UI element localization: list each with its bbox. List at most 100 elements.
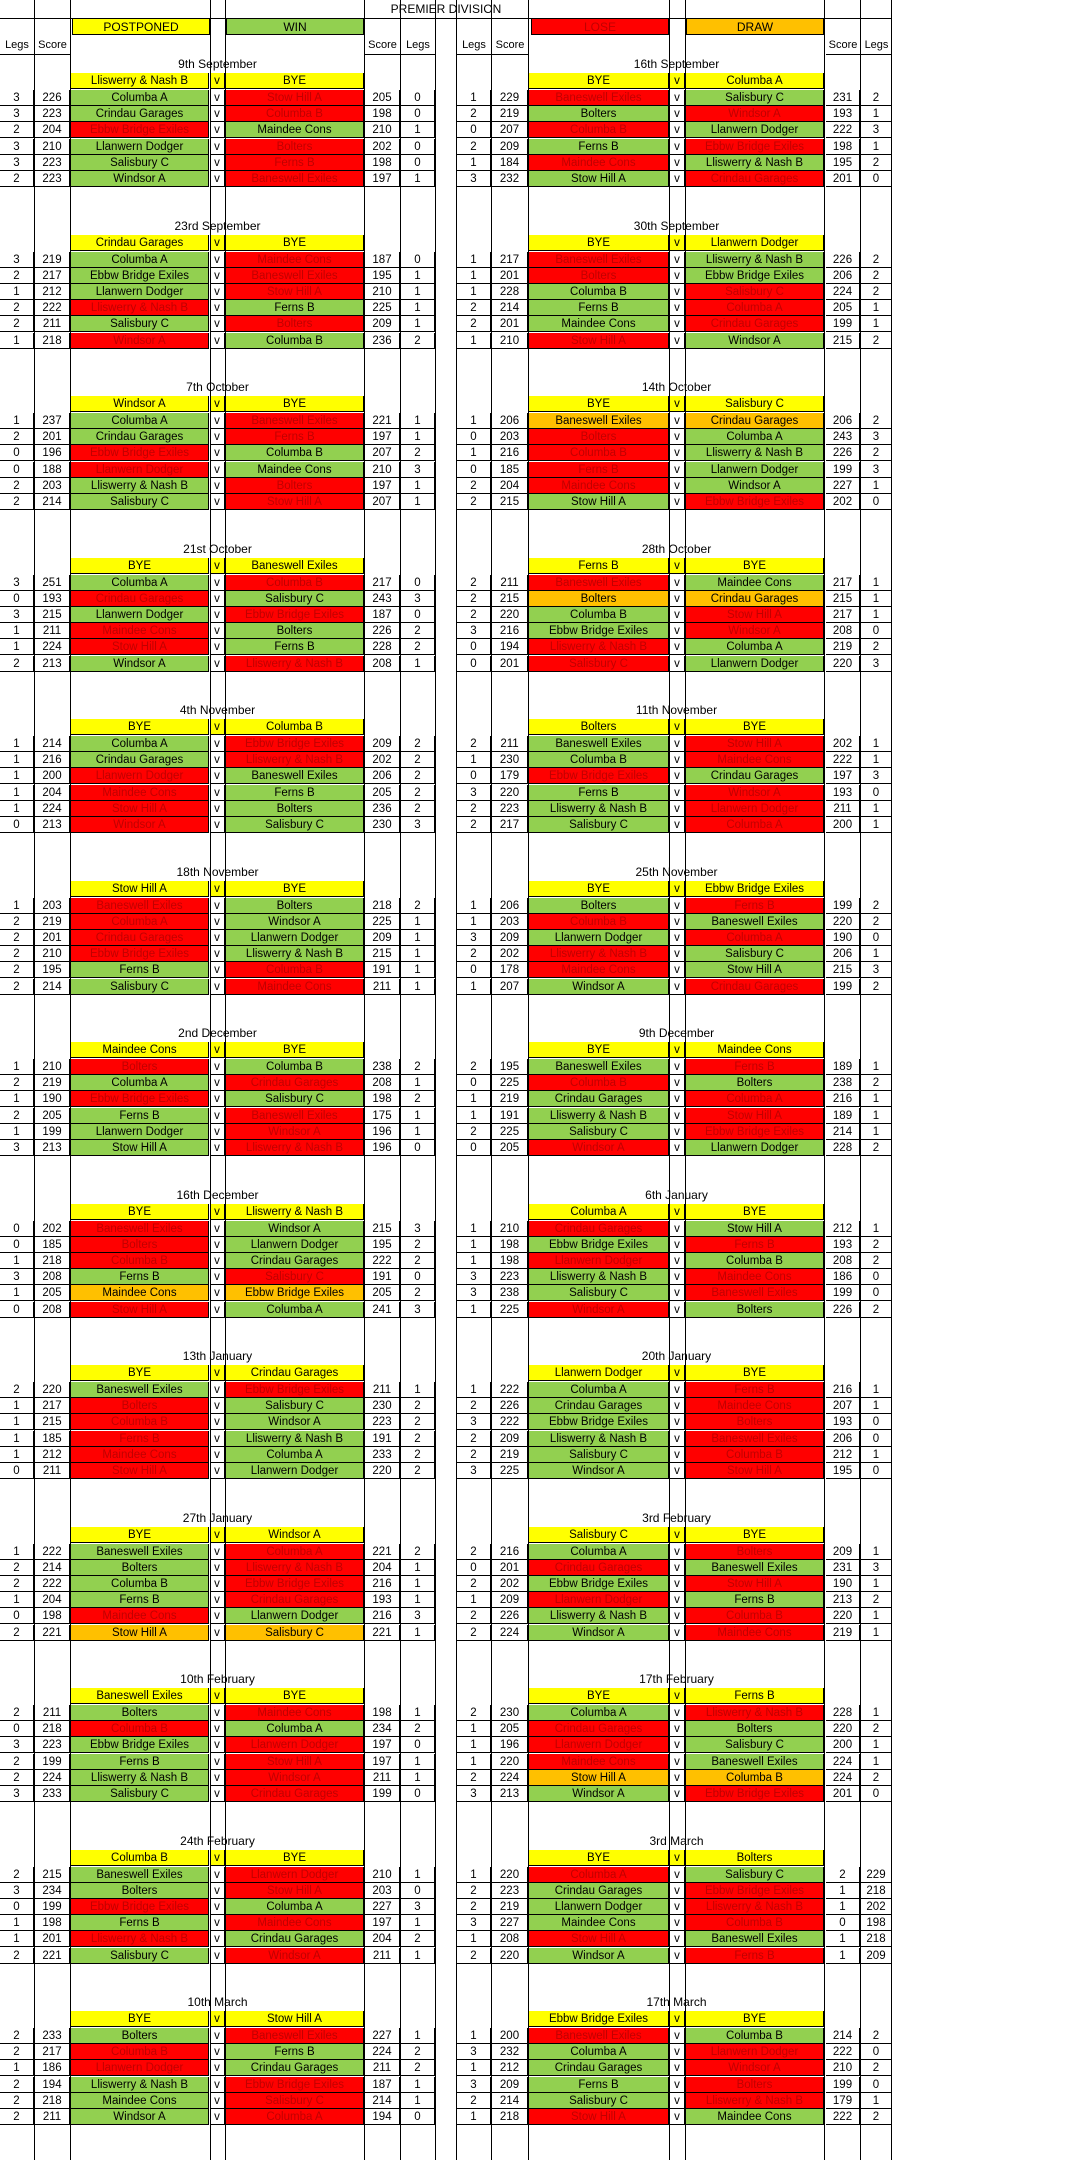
versus-label: v <box>210 606 225 623</box>
away-score: 202 <box>826 736 860 752</box>
versus-label: v <box>670 1915 685 1932</box>
versus-label: v <box>210 316 225 333</box>
home-legs: 1 <box>0 1931 34 1948</box>
versus-label: v <box>670 429 685 446</box>
away-legs: 2 <box>861 90 892 106</box>
bye-away-team: BYE <box>686 2011 824 2027</box>
versus-label: v <box>210 1463 225 1479</box>
away-score: 233 <box>365 1446 400 1463</box>
grid-line <box>435 0 436 2160</box>
versus-label: v <box>670 1414 685 1431</box>
away-team: Crindau Garages <box>686 316 824 333</box>
home-team: Lliswerry & Nash B <box>529 1608 669 1625</box>
away-team: Bolters <box>226 623 364 640</box>
home-team: Windsor A <box>529 1140 669 1156</box>
home-legs: 2 <box>457 1608 491 1625</box>
home-team: Ebbw Bridge Exiles <box>71 1898 209 1915</box>
away-team: Columba B <box>686 1769 824 1786</box>
versus-label: v <box>670 1786 685 1802</box>
home-score: 230 <box>492 752 528 769</box>
versus-label: v <box>210 2060 225 2077</box>
versus-label: v <box>670 1285 685 1302</box>
versus-label: v <box>670 1769 685 1786</box>
home-team: Ebbw Bridge Exiles <box>71 267 209 284</box>
away-team: Ferns B <box>226 639 364 656</box>
versus-label: v <box>210 73 225 89</box>
home-legs: 3 <box>457 1915 491 1932</box>
home-score: 201 <box>35 1931 70 1948</box>
versus-label: v <box>670 1543 685 1560</box>
home-score: 228 <box>492 283 528 300</box>
home-legs: 1 <box>457 1592 491 1609</box>
away-legs: 0 <box>861 784 892 801</box>
away-legs: 2 <box>861 2109 892 2125</box>
home-team: Lliswerry & Nash B <box>71 477 209 494</box>
away-legs: 2 <box>861 154 892 171</box>
away-legs: 0 <box>861 2044 892 2061</box>
away-legs: 2 <box>401 784 435 801</box>
home-legs: 1 <box>457 897 491 914</box>
home-legs: 2 <box>457 494 491 510</box>
home-score: 211 <box>35 1705 70 1721</box>
away-team: Stow Hill A <box>686 1107 824 1124</box>
away-legs: 1 <box>401 1769 435 1786</box>
versus-label: v <box>670 1721 685 1738</box>
home-legs: 2 <box>0 929 34 946</box>
home-legs: 2 <box>0 946 34 963</box>
fixture-date: 3rd February <box>642 1510 711 1525</box>
home-legs: 1 <box>0 1446 34 1463</box>
home-team: Stow Hill A <box>71 1624 209 1641</box>
away-score: 211 <box>365 1382 400 1398</box>
home-team: Baneswell Exiles <box>529 413 669 429</box>
away-team: Lliswerry & Nash B <box>226 946 364 963</box>
home-team: Columba B <box>529 752 669 769</box>
away-legs: 2 <box>861 1721 892 1738</box>
home-score: 201 <box>35 929 70 946</box>
versus-label: v <box>670 1269 685 1286</box>
versus-label: v <box>210 1526 225 1543</box>
versus-label: v <box>670 1849 685 1866</box>
home-score: 203 <box>35 897 70 914</box>
versus-label: v <box>670 880 685 897</box>
versus-label: v <box>670 2044 685 2061</box>
away-legs: 1 <box>861 477 892 494</box>
away-score: 215 <box>826 332 860 349</box>
versus-label: v <box>210 1543 225 1560</box>
home-team: Baneswell Exiles <box>71 1220 209 1237</box>
home-team: Llanwern Dodger <box>71 138 209 155</box>
fixture-date: 3rd March <box>649 1833 704 1848</box>
home-score: 218 <box>35 1252 70 1269</box>
away-legs: 0 <box>401 1882 435 1899</box>
away-score: 202 <box>365 752 400 769</box>
home-legs: 1 <box>457 283 491 300</box>
versus-label: v <box>210 234 225 251</box>
grid-line <box>669 0 670 2160</box>
away-score: 215 <box>826 962 860 979</box>
home-team: Windsor A <box>71 171 209 187</box>
home-team: Columba A <box>529 1543 669 1560</box>
away-legs: 2 <box>401 1543 435 1560</box>
fixture-date: 25th November <box>635 864 718 879</box>
away-score: 175 <box>365 1107 400 1124</box>
away-legs: 1 <box>861 752 892 769</box>
home-score: 201 <box>492 267 528 284</box>
away-team: Maindee Cons <box>226 251 364 268</box>
home-team: Stow Hill A <box>529 1769 669 1786</box>
bye-home-team: BYE <box>71 1365 209 1381</box>
versus-label: v <box>210 1365 225 1381</box>
away-legs: 2 <box>401 1414 435 1431</box>
away-score: 207 <box>365 494 400 510</box>
away-legs: 0 <box>401 574 435 591</box>
away-legs: 3 <box>861 768 892 785</box>
away-team: Bolters <box>226 897 364 914</box>
home-team: Bolters <box>71 1705 209 1721</box>
home-score: 225 <box>492 1463 528 1479</box>
versus-label: v <box>670 606 685 623</box>
away-team: Ebbw Bridge Exiles <box>226 1382 364 1398</box>
versus-label: v <box>670 1931 685 1948</box>
away-team: Llanwern Dodger <box>226 1866 364 1883</box>
away-team: Lliswerry & Nash B <box>686 1705 824 1721</box>
away-team: Baneswell Exiles <box>226 1107 364 1124</box>
versus-label: v <box>670 1608 685 1625</box>
